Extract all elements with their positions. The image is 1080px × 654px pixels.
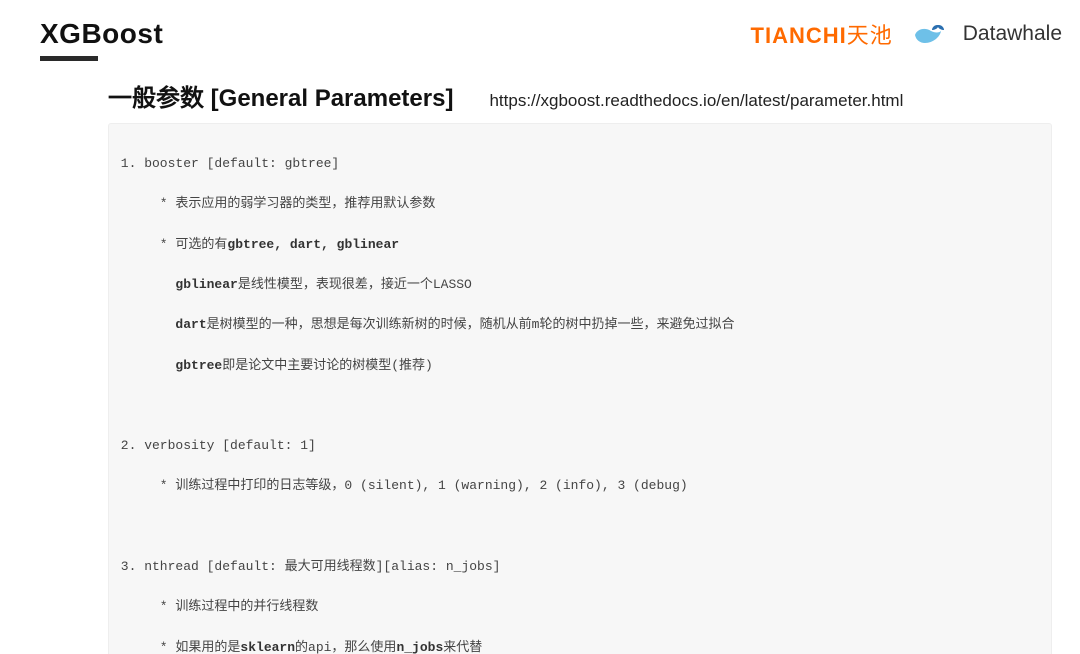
s1-l7: 2. verbosity [default: 1] [113, 436, 1047, 456]
section1-title: 一般参数 [General Parameters] [108, 78, 453, 113]
brand-tianchi-en: TIANCHI [751, 23, 847, 48]
section1-header-row: 一般参数 [General Parameters] https://xgboos… [108, 78, 1052, 113]
brand-row: TIANCHI天池 Datawhale [751, 18, 1062, 50]
s1-l5: dart是树模型的一种，思想是每次训练新树的时候，随机从前m轮的树中扔掉一些，来… [113, 315, 1047, 335]
s1-l9: 3. nthread [default: 最大可用线程数][alias: n_j… [113, 557, 1047, 577]
s1-l1: 1. booster [default: gbtree] [113, 154, 1047, 174]
s1-l10: * 训练过程中的并行线程数 [113, 597, 1047, 617]
doc-url[interactable]: https://xgboost.readthedocs.io/en/latest… [489, 91, 903, 111]
section1-code-block: 1. booster [default: gbtree] * 表示应用的弱学习器… [108, 123, 1052, 654]
s1-l11: * 如果用的是sklearn的api，那么使用n_jobs来代替 [113, 638, 1047, 654]
header: XGBoost TIANCHI天池 Datawhale [40, 18, 1062, 60]
brand-datawhale: Datawhale [963, 22, 1062, 46]
s1-l4: gblinear是线性模型，表现很差，接近一个LASSO [113, 275, 1047, 295]
title-underline [40, 56, 98, 61]
whale-icon [911, 21, 945, 47]
s1-l2: * 表示应用的弱学习器的类型，推荐用默认参数 [113, 194, 1047, 214]
s1-l3: * 可选的有gbtree, dart, gblinear [113, 235, 1047, 255]
s1-l8: * 训练过程中打印的日志等级，0 (silent), 1 (warning), … [113, 476, 1047, 496]
s1-b1 [113, 396, 1047, 416]
s1-b2 [113, 517, 1047, 537]
brand-tianchi-cn: 天池 [847, 23, 893, 48]
s1-l6: gbtree即是论文中主要讨论的树模型(推荐) [113, 356, 1047, 376]
brand-tianchi: TIANCHI天池 [751, 18, 893, 50]
content-area: 一般参数 [General Parameters] https://xgboos… [108, 78, 1052, 654]
